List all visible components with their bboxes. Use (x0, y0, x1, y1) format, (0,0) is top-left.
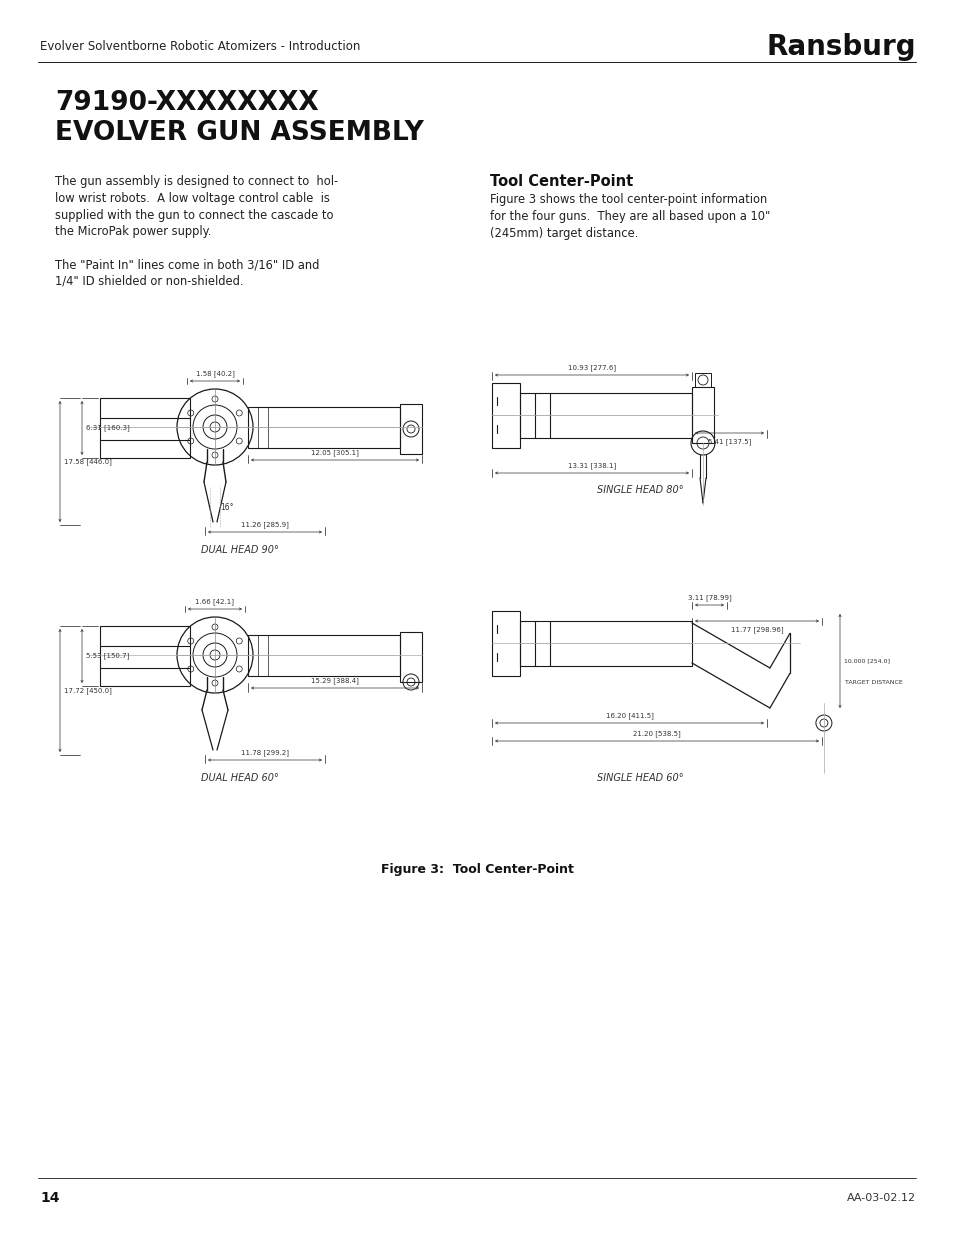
Text: SINGLE HEAD 80°: SINGLE HEAD 80° (596, 485, 682, 495)
Text: 11.78 [299.2]: 11.78 [299.2] (241, 750, 289, 756)
Text: 17.58 [446.0]: 17.58 [446.0] (64, 458, 112, 464)
Text: for the four guns.  They are all based upon a 10": for the four guns. They are all based up… (490, 210, 770, 224)
Text: 21.20 [538.5]: 21.20 [538.5] (633, 730, 680, 737)
Text: (245mm) target distance.: (245mm) target distance. (490, 226, 638, 240)
Text: 3.11 [78.99]: 3.11 [78.99] (687, 594, 731, 601)
Text: The gun assembly is designed to connect to  hol-: The gun assembly is designed to connect … (55, 175, 337, 189)
Text: Figure 3 shows the tool center-point information: Figure 3 shows the tool center-point inf… (490, 194, 766, 206)
Text: 14: 14 (40, 1191, 59, 1205)
Text: 15.29 [388.4]: 15.29 [388.4] (311, 677, 358, 684)
Text: 5.41 [137.5]: 5.41 [137.5] (707, 438, 750, 445)
Text: the MicroPak power supply.: the MicroPak power supply. (55, 225, 212, 238)
Text: 11.26 [285.9]: 11.26 [285.9] (241, 521, 289, 529)
Text: 16.20 [411.5]: 16.20 [411.5] (605, 713, 653, 719)
Text: DUAL HEAD 60°: DUAL HEAD 60° (201, 773, 278, 783)
Text: 1.66 [42.1]: 1.66 [42.1] (195, 598, 234, 605)
Bar (519, 621, 691, 666)
Text: The "Paint In" lines come in both 3/16" ID and: The "Paint In" lines come in both 3/16" … (55, 258, 319, 270)
Text: 12.05 [305.1]: 12.05 [305.1] (311, 450, 358, 456)
Bar (399, 404, 421, 454)
Bar (519, 393, 691, 438)
Text: Figure 3:  Tool Center-Point: Figure 3: Tool Center-Point (380, 863, 573, 877)
Text: Evolver Solventborne Robotic Atomizers - Introduction: Evolver Solventborne Robotic Atomizers -… (40, 41, 360, 53)
Text: SINGLE HEAD 60°: SINGLE HEAD 60° (596, 773, 682, 783)
Bar (492, 611, 519, 676)
Text: 16°: 16° (220, 503, 233, 511)
Text: Ransburg: Ransburg (765, 33, 915, 61)
Bar (100, 398, 190, 458)
Text: 6.31 [160.3]: 6.31 [160.3] (86, 425, 130, 431)
Text: 5.53 [150.7]: 5.53 [150.7] (86, 652, 130, 659)
Text: 11.77 [298.96]: 11.77 [298.96] (730, 626, 782, 632)
Text: 1/4" ID shielded or non-shielded.: 1/4" ID shielded or non-shielded. (55, 274, 243, 288)
Text: Tool Center-Point: Tool Center-Point (490, 174, 633, 189)
Bar (248, 408, 399, 448)
Bar (100, 626, 190, 685)
Text: supplied with the gun to connect the cascade to: supplied with the gun to connect the cas… (55, 209, 334, 221)
Bar (492, 383, 519, 448)
Text: 79190-XXXXXXXX: 79190-XXXXXXXX (55, 90, 318, 116)
Bar (691, 387, 713, 443)
Text: low wrist robots.  A low voltage control cable  is: low wrist robots. A low voltage control … (55, 191, 330, 205)
Bar (248, 635, 399, 676)
Bar (399, 632, 421, 682)
Text: 1.58 [40.2]: 1.58 [40.2] (195, 370, 234, 377)
Text: EVOLVER GUN ASSEMBLY: EVOLVER GUN ASSEMBLY (55, 120, 423, 146)
Text: AA-03-02.12: AA-03-02.12 (846, 1193, 915, 1203)
Text: 10.000 [254.0]: 10.000 [254.0] (843, 658, 889, 663)
Text: TARGET DISTANCE: TARGET DISTANCE (844, 680, 902, 685)
Text: 17.72 [450.0]: 17.72 [450.0] (64, 687, 112, 694)
Bar (695, 373, 710, 387)
Text: 13.31 [338.1]: 13.31 [338.1] (567, 462, 616, 469)
Text: DUAL HEAD 90°: DUAL HEAD 90° (201, 545, 278, 555)
Text: 10.93 [277.6]: 10.93 [277.6] (567, 364, 616, 370)
